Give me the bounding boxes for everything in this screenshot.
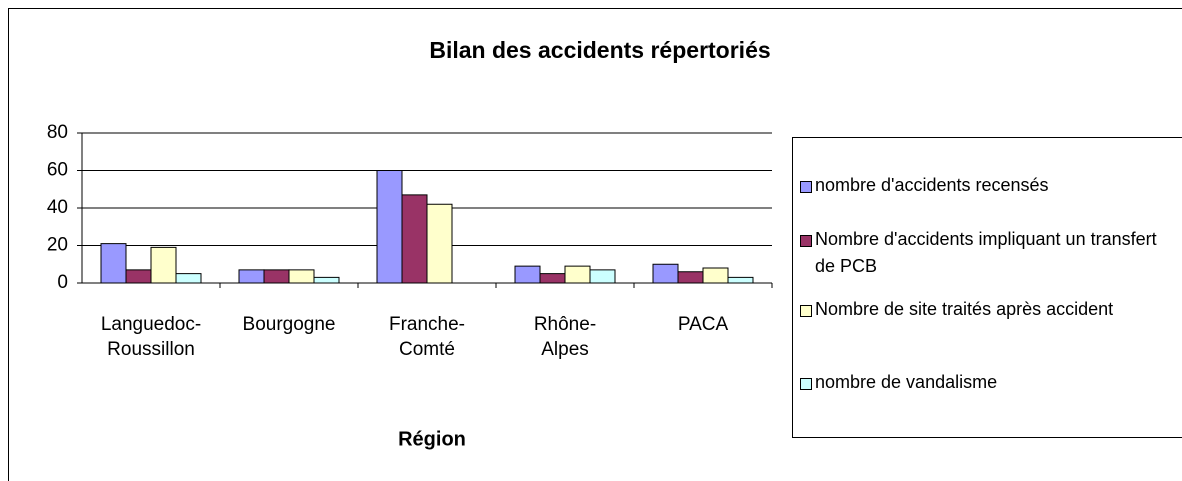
bar (376, 170, 403, 284)
bar (727, 276, 754, 284)
y-tick-label: 0 (57, 272, 68, 293)
bar (313, 276, 340, 284)
x-tick-label: Bourgogne (242, 314, 336, 335)
legend-swatch (800, 235, 812, 247)
x-tick-label: Franche-Comté (388, 314, 466, 360)
chart-title: Bilan des accidents répertoriés (429, 37, 770, 63)
y-tick-label: 20 (47, 235, 68, 256)
x-axis-label: Région (398, 428, 466, 450)
legend-entry: nombre d'accidents recensés (800, 172, 1180, 199)
y-tick-label: 60 (47, 160, 68, 181)
bar (100, 243, 127, 284)
legend-label: nombre de vandalisme (815, 372, 998, 392)
bar (401, 194, 428, 284)
legend-entry: nombre de vandalisme (800, 369, 1180, 396)
bar (263, 269, 290, 284)
legend-swatch (800, 305, 812, 317)
legend-entry: Nombre d'accidents impliquant un transfe… (800, 226, 1180, 280)
bar (677, 271, 704, 284)
y-tick-label: 80 (47, 122, 68, 143)
x-tick-label: PACA (677, 314, 729, 335)
x-tick-label: Languedoc-Roussillon (100, 314, 202, 360)
legend-entry: Nombre de site traités après accident (800, 296, 1180, 323)
legend-label: Nombre d'accidents impliquant un transfe… (815, 229, 1157, 276)
legend-box (792, 137, 1182, 438)
bar (589, 269, 616, 284)
legend-swatch (800, 181, 812, 193)
bar (564, 265, 591, 284)
y-tick-label: 40 (47, 197, 68, 218)
bar (288, 269, 315, 284)
bar (702, 267, 729, 284)
bar (514, 265, 541, 284)
legend-label: Nombre de site traités après accident (815, 299, 1114, 319)
bar (539, 273, 566, 284)
legend-swatch (800, 378, 812, 390)
bar (426, 203, 453, 284)
legend-label: nombre d'accidents recensés (815, 175, 1049, 195)
bar (125, 269, 152, 284)
bar (652, 263, 679, 284)
bar (238, 269, 265, 284)
x-tick-label: Rhône-Alpes (533, 314, 597, 360)
chart-border (8, 8, 1182, 481)
bar (175, 273, 202, 284)
bar (150, 246, 177, 284)
